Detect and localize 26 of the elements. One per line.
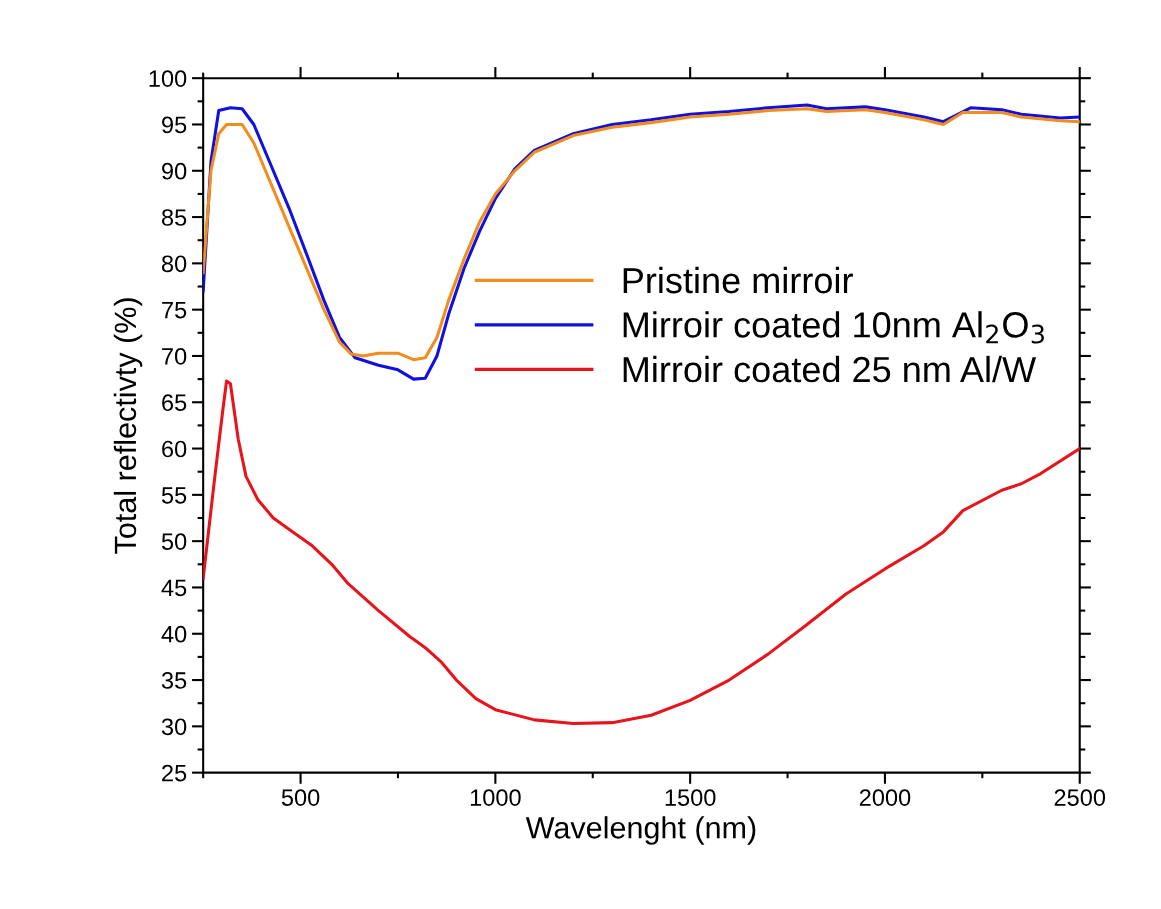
y-tick-label: 40 xyxy=(161,625,187,643)
legend-label: Mirroir coated 10nm Al$_{2}$O$_{3}$ xyxy=(623,311,1044,344)
y-tick-label: 75 xyxy=(162,301,187,319)
x-axis-title: Wavelenght (nm) xyxy=(525,816,756,845)
y-tick-label: 30 xyxy=(161,718,187,736)
y-tick-label: 85 xyxy=(161,209,187,226)
x-tick-label: 2000 xyxy=(859,789,911,806)
y-tick-label: 45 xyxy=(161,579,187,597)
x-tick-label: 1500 xyxy=(665,789,716,806)
y-tick-label: 100 xyxy=(149,70,187,87)
legend-label: Mirroir coated 25 nm Al/W xyxy=(623,355,1037,383)
x-tick-label: 1000 xyxy=(470,789,521,806)
y-tick-label: 50 xyxy=(161,533,187,550)
y-tick-label: 95 xyxy=(162,116,187,134)
legend-label: Pristine mirroir xyxy=(623,266,853,294)
y-axis-title: Total reflectivty (%) xyxy=(113,298,143,554)
y-tick-label: 25 xyxy=(162,764,187,782)
y-tick-label: 80 xyxy=(161,255,187,273)
y-tick-label: 70 xyxy=(162,348,187,365)
y-tick-label: 90 xyxy=(162,162,187,180)
y-tick-label: 60 xyxy=(162,440,187,458)
x-tick-label: 2500 xyxy=(1054,789,1106,806)
y-tick-label: 55 xyxy=(161,487,187,504)
y-tick-label: 35 xyxy=(161,672,187,689)
y-tick-label: 65 xyxy=(162,394,187,412)
x-tick-label: 500 xyxy=(281,789,320,806)
